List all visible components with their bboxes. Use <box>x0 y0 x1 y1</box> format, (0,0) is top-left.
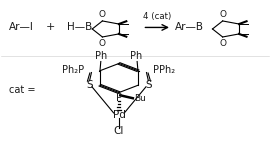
Text: O: O <box>99 10 106 19</box>
Text: S: S <box>145 80 152 90</box>
Text: P: P <box>116 93 122 103</box>
Text: O: O <box>99 39 106 48</box>
Text: 4 (cat): 4 (cat) <box>143 12 171 21</box>
Text: Ph: Ph <box>130 51 143 61</box>
Text: PPh₂: PPh₂ <box>153 65 176 75</box>
Text: Ph: Ph <box>95 51 107 61</box>
Text: S: S <box>86 80 93 90</box>
Text: Cl: Cl <box>114 126 124 136</box>
Text: +: + <box>46 22 56 32</box>
Text: Ar—B: Ar—B <box>174 22 204 32</box>
Text: Bu: Bu <box>134 95 146 103</box>
Text: Ph₂P: Ph₂P <box>62 65 85 75</box>
Text: H—B: H—B <box>67 22 92 32</box>
Text: O: O <box>219 10 226 19</box>
Text: Ar—I: Ar—I <box>9 22 34 32</box>
Text: O: O <box>219 39 226 48</box>
Text: cat =: cat = <box>9 85 36 95</box>
Text: Pd: Pd <box>113 110 125 120</box>
